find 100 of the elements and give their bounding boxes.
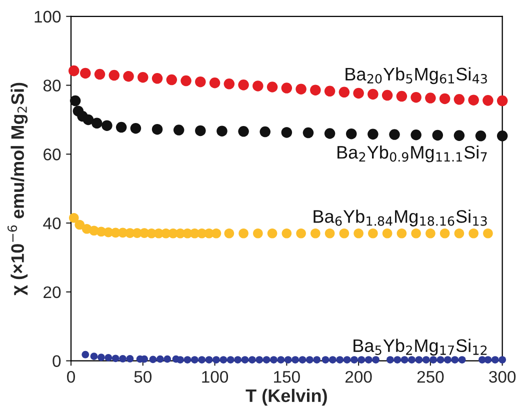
point <box>94 68 106 80</box>
point <box>130 122 142 134</box>
point <box>282 228 292 238</box>
point <box>454 94 465 105</box>
point <box>454 130 465 141</box>
x-axis-title: T (Kelvin) <box>246 388 327 406</box>
point <box>386 356 394 364</box>
point <box>256 356 264 364</box>
point <box>298 356 306 364</box>
point <box>484 356 492 364</box>
point <box>164 355 172 363</box>
point <box>180 75 192 86</box>
point <box>324 86 336 97</box>
point <box>358 356 366 364</box>
point <box>389 129 400 140</box>
point <box>216 126 228 136</box>
x-tick-label: 50 <box>134 370 152 383</box>
point <box>220 356 228 364</box>
point <box>336 356 344 364</box>
point <box>253 228 263 238</box>
point <box>382 90 393 101</box>
point <box>224 228 234 238</box>
point <box>408 356 416 364</box>
point <box>68 212 79 223</box>
point <box>184 356 192 364</box>
point <box>483 228 493 238</box>
point <box>496 130 508 142</box>
y-tick-label: 20 <box>44 286 61 298</box>
point <box>212 356 220 364</box>
point <box>313 356 321 364</box>
point <box>80 68 91 79</box>
point <box>277 356 285 364</box>
point <box>260 126 270 138</box>
point <box>281 127 292 138</box>
point <box>322 356 330 364</box>
point <box>339 228 350 238</box>
point <box>454 228 464 238</box>
point <box>248 356 256 364</box>
y-tick-label: 40 <box>43 217 61 230</box>
point <box>209 77 220 88</box>
point <box>324 228 335 238</box>
point <box>346 128 357 140</box>
point <box>92 118 102 129</box>
point <box>310 84 321 96</box>
x-tick-label: 300 <box>489 370 516 383</box>
point <box>372 356 380 364</box>
point <box>241 356 249 364</box>
point <box>138 72 148 83</box>
point <box>425 92 436 104</box>
point <box>112 354 120 362</box>
point <box>74 220 85 230</box>
point <box>338 86 350 98</box>
point <box>190 356 198 364</box>
point <box>343 356 351 364</box>
point <box>281 82 292 94</box>
point <box>468 94 479 106</box>
point <box>353 88 364 99</box>
point <box>104 354 112 362</box>
point <box>98 354 105 362</box>
point <box>354 228 364 238</box>
point <box>302 127 314 138</box>
point <box>394 356 402 364</box>
point <box>108 70 120 81</box>
series-label: Ba$_{2}$Yb$_{0.9}$Mg$_{11.1}$Si$_{7}$ <box>338 145 487 162</box>
point <box>234 356 242 364</box>
point <box>156 355 164 363</box>
point <box>475 130 486 142</box>
y-tick-label: 60 <box>44 148 61 160</box>
point <box>482 95 494 106</box>
point <box>238 126 249 137</box>
series-label: Ba$_{5}$Yb$_{2}$Mg$_{17}$Si$_{12}$ <box>354 338 487 356</box>
point <box>436 356 444 364</box>
series-label: Ba$_{20}$Yb$_{5}$Mg$_{61}$Si$_{43}$ <box>346 67 487 84</box>
point <box>195 76 206 88</box>
point <box>173 124 184 136</box>
point <box>496 95 508 106</box>
point <box>226 356 234 364</box>
point <box>400 356 408 364</box>
point <box>415 356 423 364</box>
point <box>439 93 450 104</box>
point <box>430 356 437 364</box>
point <box>102 120 112 131</box>
point <box>116 122 127 133</box>
point <box>195 125 206 136</box>
y-tick-label: 80 <box>43 80 61 92</box>
point <box>451 356 459 364</box>
point <box>119 355 126 362</box>
point <box>211 228 222 238</box>
y-tick-label: 0 <box>52 355 61 368</box>
point <box>176 356 184 364</box>
point <box>70 95 81 106</box>
point <box>468 228 478 238</box>
point <box>426 228 436 238</box>
point <box>82 350 90 358</box>
point <box>166 74 178 86</box>
point <box>292 356 299 364</box>
point <box>310 228 320 238</box>
point <box>266 82 278 92</box>
point <box>205 356 213 364</box>
point <box>152 73 163 84</box>
